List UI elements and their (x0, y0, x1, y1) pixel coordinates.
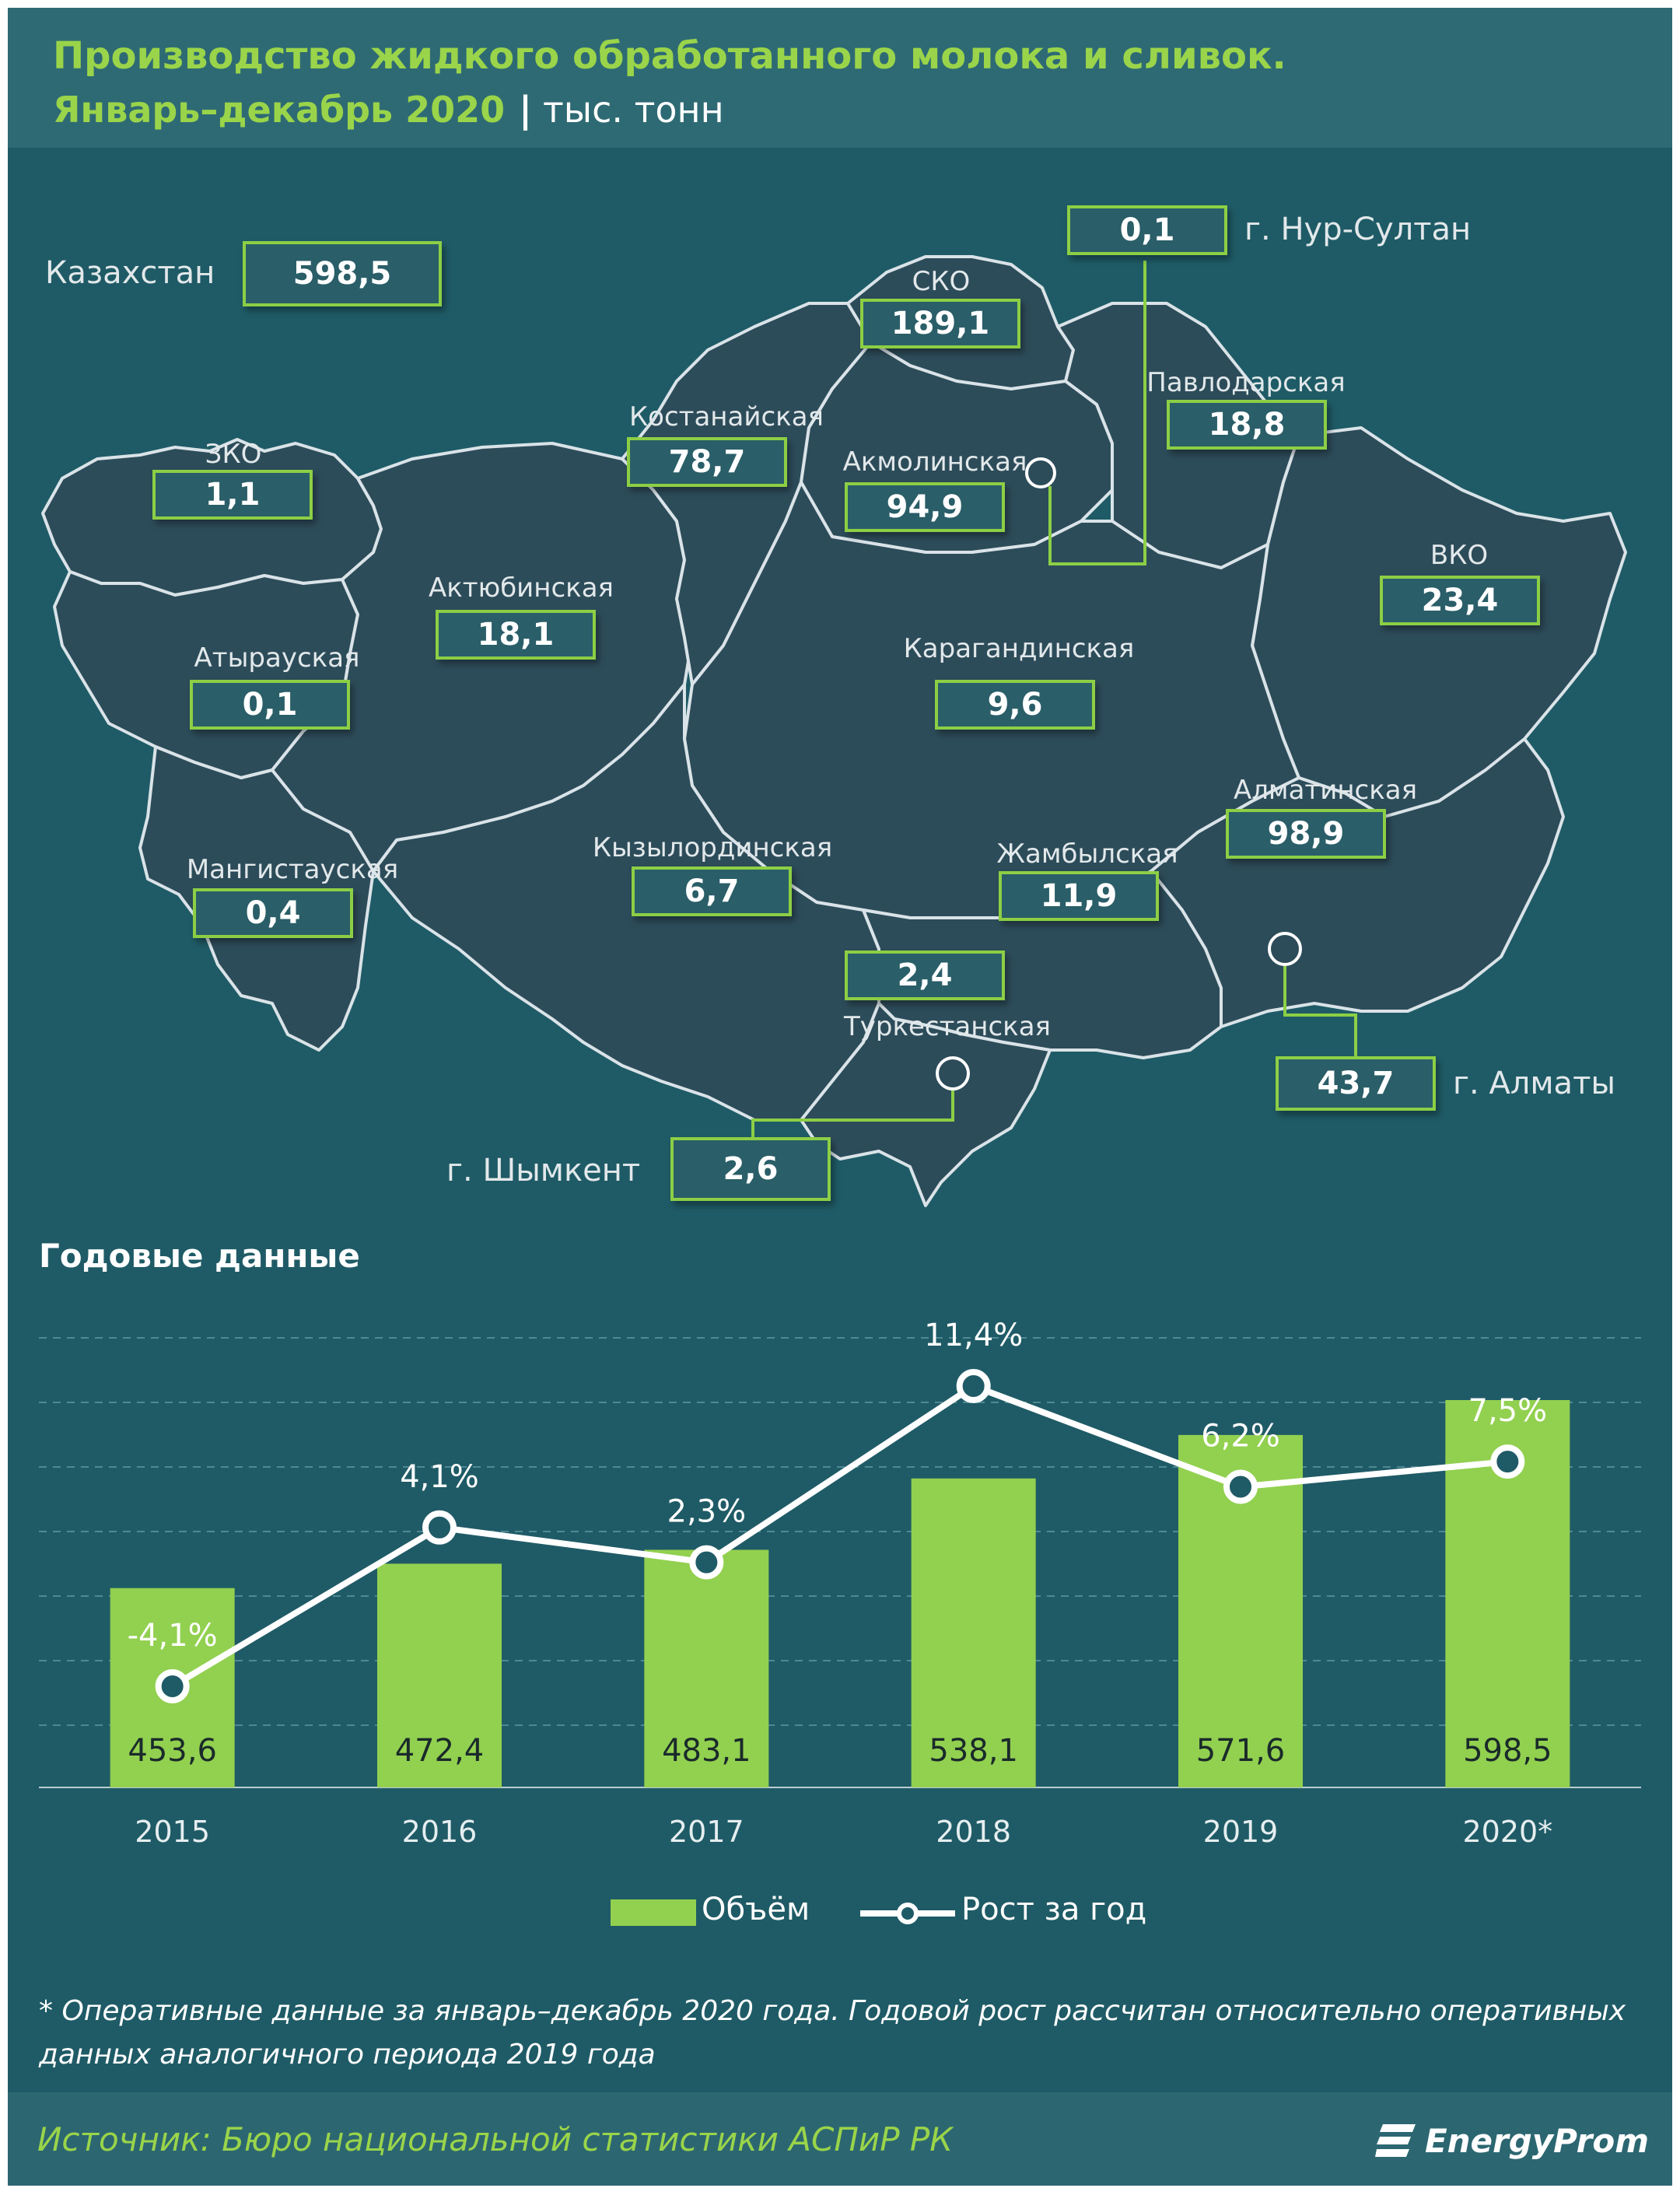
growth-point (1223, 1469, 1258, 1504)
energyprom-logo: EnergyProm (1374, 2117, 1649, 2164)
city-label-shymkent: г. Шымкент (446, 1153, 641, 1189)
region-label-sko: СКО (912, 266, 971, 297)
period-label: Январь–декабрь 2020 (53, 89, 506, 131)
city-value-nur-sultan: 0,1 (1067, 205, 1227, 255)
connector-shymkent (751, 1089, 954, 1143)
x-tick-label: 2017 (669, 1815, 744, 1849)
city-value-almaty: 43,7 (1276, 1056, 1436, 1111)
legend-line-swatch (860, 1903, 955, 1924)
chart-legend: Объём Рост за год (8, 1889, 1672, 1935)
city-label-almaty: г. Алматы (1453, 1066, 1615, 1101)
bar-value-label: 538,1 (929, 1733, 1018, 1769)
almaty-marker (1268, 932, 1302, 966)
bar-value-label: 472,4 (395, 1733, 485, 1769)
infographic: Производство жидкого обработанного молок… (8, 8, 1672, 2186)
legend-bar-swatch (611, 1899, 696, 1926)
growth-value-label: 6,2% (1201, 1418, 1280, 1454)
region-value-turkestan: 2,4 (845, 950, 1005, 1000)
chart-gridlines (39, 1337, 1641, 1788)
source-text: Источник: Бюро национальной статистики А… (37, 2120, 954, 2158)
legend-bar-label: Объём (702, 1892, 810, 1927)
annual-chart: 453,6 472,4 483,1 538,1 571,6 598,5 -4,1% 4,1%… (39, 1318, 1641, 1849)
growth-value-label: 7,5% (1468, 1393, 1548, 1429)
region-label-kostanay: Костанайская (629, 401, 824, 432)
country-value: 598,5 (243, 241, 442, 306)
x-tick-label: 2015 (135, 1815, 210, 1849)
region-value-karaganda: 9,6 (935, 680, 1095, 730)
region-label-atyrau: Атырауская (194, 642, 360, 674)
growth-point (689, 1545, 724, 1580)
shymkent-marker (936, 1056, 970, 1090)
title-separator: | (519, 89, 532, 131)
region-value-sko: 189,1 (860, 299, 1020, 348)
x-tick-label: 2016 (402, 1815, 478, 1849)
bar-value-label: 571,6 (1196, 1733, 1286, 1769)
growth-line-series: -4,1% 4,1% 2,3% 11,4% 6,2% 7,5% (128, 1318, 1548, 1703)
connector-nur-sultan (1048, 261, 1146, 565)
region-label-vko: ВКО (1430, 540, 1489, 571)
logo-text: EnergyProm (1424, 2121, 1649, 2160)
region-label-pavlodar: Павлодарская (1146, 367, 1346, 398)
connector-almaty (1283, 966, 1357, 1062)
x-tick-label: 2020* (1462, 1815, 1552, 1849)
region-value-zko: 1,1 (152, 470, 313, 520)
region-label-karaganda: Карагандинская (903, 633, 1135, 664)
region-value-kostanay: 78,7 (627, 437, 787, 487)
nur-sultan-marker (1025, 457, 1056, 488)
bar-value-label: 453,6 (128, 1733, 217, 1769)
x-tick-label: 2019 (1203, 1815, 1279, 1849)
region-map: Казахстан 598,5 СКО 189,1 Павлодарская 1… (8, 148, 1672, 1237)
footnote: * Оперативные данные за январь–декабрь 2… (39, 1995, 1626, 2071)
region-label-aktobe: Актюбинская (428, 572, 614, 604)
annual-data-title: Годовые данные (39, 1237, 360, 1275)
region-value-zhambyl: 11,9 (999, 871, 1159, 921)
growth-line (170, 1382, 1508, 1689)
volume-bars: 453,6 472,4 483,1 538,1 571,6 598,5 (110, 1400, 1570, 1787)
region-value-pavlodar: 18,8 (1167, 400, 1327, 450)
source-band: Источник: Бюро национальной статистики А… (8, 2092, 1672, 2186)
region-label-almaty: Алматинская (1233, 775, 1418, 806)
bar-value-label: 598,5 (1463, 1733, 1552, 1769)
city-label-nur-sultan: г. Нур-Султан (1244, 212, 1472, 247)
growth-point (1490, 1444, 1525, 1479)
x-axis-ticks: 2015 2016 2017 2018 2019 2020* (135, 1815, 1552, 1849)
region-value-aktobe: 18,1 (436, 610, 596, 660)
growth-value-label: 4,1% (400, 1459, 479, 1495)
region-label-akmola: Акмолинская (842, 446, 1027, 478)
legend-line-label: Рост за год (961, 1892, 1147, 1927)
bar-2018 (911, 1478, 1036, 1787)
region-value-mangistau: 0,4 (193, 888, 353, 938)
region-value-vko: 23,4 (1380, 576, 1540, 625)
growth-value-label: -4,1% (128, 1618, 218, 1654)
region-value-akmola: 94,9 (845, 482, 1005, 532)
bar-2017 (644, 1549, 769, 1787)
unit-label: тыс. тонн (542, 89, 724, 131)
growth-point (155, 1669, 190, 1703)
map-shapes (41, 255, 1627, 1207)
region-label-mangistau: Мангистауская (186, 854, 399, 885)
region-label-kyzylorda: Кызылординская (592, 832, 833, 863)
country-label: Казахстан (45, 255, 215, 291)
region-value-almaty: 98,9 (1226, 809, 1386, 859)
region-label-zhambyl: Жамбылская (996, 838, 1178, 870)
growth-value-label: 11,4% (924, 1318, 1023, 1353)
region-label-zko: ЗКО (205, 439, 262, 470)
region-value-atyrau: 0,1 (190, 680, 350, 730)
logo-icon (1374, 2124, 1416, 2157)
region-shape-turkestan (800, 1002, 1052, 1207)
growth-value-label: 2,3% (667, 1494, 747, 1530)
region-value-kyzylorda: 6,7 (632, 866, 792, 916)
city-value-shymkent: 2,6 (670, 1137, 831, 1201)
x-tick-label: 2018 (936, 1815, 1011, 1849)
bar-2016 (377, 1563, 502, 1787)
growth-point (422, 1510, 457, 1545)
page-subtitle: Январь–декабрь 2020 | тыс. тонн (53, 89, 724, 131)
page-title: Производство жидкого обработанного молок… (53, 34, 1286, 78)
region-label-turkestan: Туркестанская (843, 1011, 1052, 1042)
bar-value-label: 483,1 (662, 1733, 751, 1769)
growth-point (956, 1369, 991, 1403)
title-band: Производство жидкого обработанного молок… (8, 8, 1672, 148)
